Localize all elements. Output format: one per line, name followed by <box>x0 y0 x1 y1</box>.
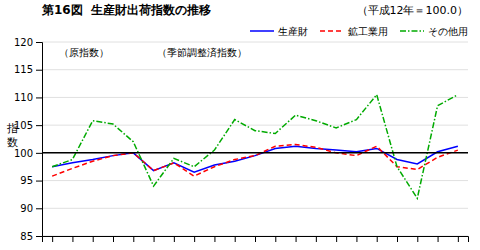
x-tick-mark <box>194 236 195 242</box>
y-tick: 110 <box>14 92 42 103</box>
y-tick-label: 120 <box>14 37 33 48</box>
grid-line <box>42 125 468 126</box>
legend-swatch <box>320 30 344 32</box>
x-tick <box>255 236 256 242</box>
title: 第16図 生産財出荷指数の推移 <box>41 3 211 17</box>
x-tick <box>235 236 236 242</box>
y-tick: 105 <box>14 120 42 131</box>
x-tick-mark <box>52 236 53 242</box>
legend-label: その他用 <box>428 26 468 37</box>
reference-line <box>42 152 468 154</box>
x-tick <box>458 236 459 242</box>
series-line <box>52 95 458 199</box>
y-tick-mark <box>36 70 42 71</box>
y-tick-mark <box>36 42 42 43</box>
x-tick-mark <box>438 236 439 242</box>
y-tick: 120 <box>14 37 42 48</box>
y-tick: 115 <box>14 64 42 75</box>
x-tick-mark <box>72 236 73 242</box>
x-tick <box>316 236 317 242</box>
grid-line <box>42 180 468 181</box>
y-axis-line <box>36 43 43 237</box>
y-label: 指数 <box>6 122 18 149</box>
y-tick-mark <box>36 97 42 98</box>
grid-line <box>42 69 468 70</box>
x-tick-mark <box>336 236 337 242</box>
y-tick-label: 115 <box>14 64 33 75</box>
legend-swatch <box>400 30 424 32</box>
x-tick-mark <box>133 236 134 242</box>
y-tick-label: 100 <box>14 148 33 159</box>
x-tick <box>356 236 357 242</box>
x-tick <box>194 236 195 242</box>
y-tick: 95 <box>20 175 42 186</box>
grid <box>42 42 468 236</box>
x-tick-mark <box>255 236 256 242</box>
legend: 生産財 鉱工業用 その他用 <box>250 26 468 37</box>
x-tick-mark <box>275 236 276 242</box>
x-tick <box>417 236 418 242</box>
marks <box>42 95 468 199</box>
plot-area: 85 90 95 100 105 110 115 120 （原指数） （季節調整済指数） <box>14 37 469 242</box>
grid-line <box>42 208 468 209</box>
x-tick-mark <box>214 236 215 242</box>
x-tick-mark <box>235 236 236 242</box>
x-tick-mark <box>93 236 94 242</box>
x-tick-mark <box>377 236 378 242</box>
series-line <box>52 145 458 177</box>
annotation: （原指数） <box>59 47 109 58</box>
legend-label: 生産財 <box>278 26 308 37</box>
x-tick <box>133 236 134 242</box>
x-tick <box>154 236 155 242</box>
y-tick-mark <box>36 125 42 126</box>
annotation: （季節調整済指数） <box>157 47 247 58</box>
grid-line <box>42 42 468 43</box>
x-tick-mark <box>397 236 398 242</box>
x-tick <box>438 236 439 242</box>
x-tick <box>72 236 73 242</box>
legend-label: 鉱工業用 <box>348 26 388 37</box>
grid-line <box>42 152 468 153</box>
y-tick-label: 110 <box>14 92 33 103</box>
x-tick <box>377 236 378 242</box>
x-tick-mark <box>458 236 459 242</box>
x-tick-mark <box>174 236 175 242</box>
x-tick <box>296 236 297 242</box>
y-tick-mark <box>36 208 42 209</box>
grid-line <box>42 97 468 98</box>
x-tick <box>174 236 175 242</box>
x-tick <box>336 236 337 242</box>
y-tick-label: 85 <box>20 231 33 242</box>
y-tick-mark <box>36 181 42 182</box>
subtitle: （平成12年＝100.0） <box>357 4 469 17</box>
x-tick <box>214 236 215 242</box>
y-tick-label: 90 <box>20 203 33 214</box>
x-tick <box>93 236 94 242</box>
x-tick-mark <box>356 236 357 242</box>
chart: 第16図 生産財出荷指数の推移 （平成12年＝100.0） 85 90 95 100 105… <box>0 0 480 250</box>
x-tick-mark <box>417 236 418 242</box>
x-tick-mark <box>154 236 155 242</box>
y-tick: 85 <box>20 231 42 242</box>
x-axis <box>43 236 469 242</box>
y-tick-mark <box>36 153 42 154</box>
legend-item: その他用 <box>400 26 468 37</box>
x-axis-line <box>43 237 469 243</box>
x-tick-mark <box>113 236 114 242</box>
series-line <box>52 146 458 172</box>
x-tick <box>113 236 114 242</box>
y-tick: 90 <box>20 203 42 214</box>
x-tick-mark <box>316 236 317 242</box>
legend-item: 生産財 <box>250 26 308 37</box>
legend-swatch <box>250 30 274 32</box>
legend-item: 鉱工業用 <box>320 26 388 37</box>
x-tick <box>275 236 276 242</box>
x-tick-mark <box>296 236 297 242</box>
y-tick-label: 95 <box>20 175 33 186</box>
y-tick: 100 <box>14 148 42 159</box>
x-tick <box>52 236 53 242</box>
y-axis: 85 90 95 100 105 110 115 120 <box>14 37 43 242</box>
x-tick <box>397 236 398 242</box>
y-tick-mark <box>36 236 42 237</box>
